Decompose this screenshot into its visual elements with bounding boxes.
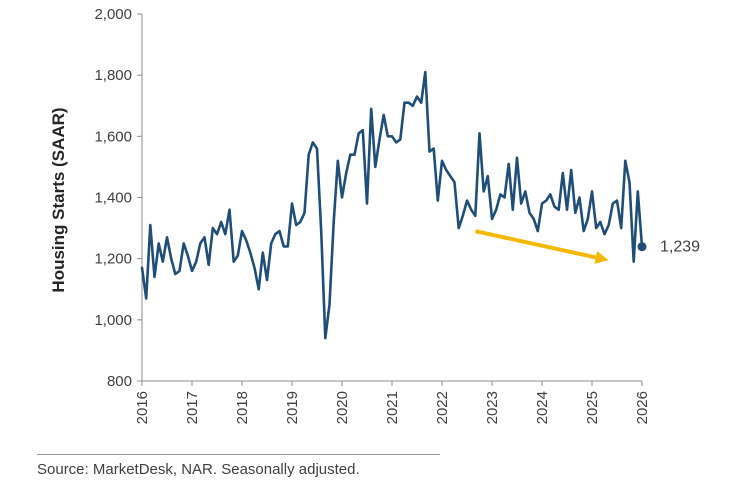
y-tick-label: 2,000 (94, 6, 132, 23)
end-point-marker (637, 242, 647, 252)
y-axis-title: Housing Starts (SAAR) (49, 107, 68, 292)
x-tick-label: 2023 (484, 391, 501, 424)
x-tick-label: 2025 (584, 391, 601, 424)
y-tick-label: 1,800 (94, 67, 132, 84)
x-tick-label: 2021 (384, 391, 401, 424)
annotation-layer (475, 229, 609, 264)
x-tick-label: 2024 (534, 391, 551, 424)
x-tick-label: 2019 (284, 391, 301, 424)
x-tick-label: 2020 (334, 391, 351, 424)
x-axis: 2016 2017 2018 2019 2020 2021 2022 2023 2024 2025… (134, 380, 651, 424)
trend-arrow-head (594, 251, 609, 264)
y-tick-label: 1,600 (94, 128, 132, 145)
source-divider (37, 454, 440, 455)
y-axis: 800 1,000 1,200 1,400 1,600 1,800 2,000 (94, 6, 143, 390)
series-layer (140, 70, 647, 340)
source-note: Source: MarketDesk, NAR. Seasonally adju… (37, 461, 360, 478)
end-value-label: 1,239 (660, 239, 700, 256)
x-tick-label: 2022 (434, 391, 451, 424)
y-tick-label: 800 (107, 373, 132, 390)
x-tick-label: 2016 (134, 391, 151, 424)
y-tick-label: 1,200 (94, 251, 132, 268)
x-tick-label: 2018 (234, 391, 251, 424)
y-tick-label: 1,400 (94, 190, 132, 207)
x-tick-label: 2026 (634, 391, 651, 424)
x-tick-label: 2017 (184, 391, 201, 424)
series-line (140, 70, 644, 340)
y-tick-label: 1,000 (94, 312, 132, 329)
trend-arrow-shaft (475, 229, 597, 260)
